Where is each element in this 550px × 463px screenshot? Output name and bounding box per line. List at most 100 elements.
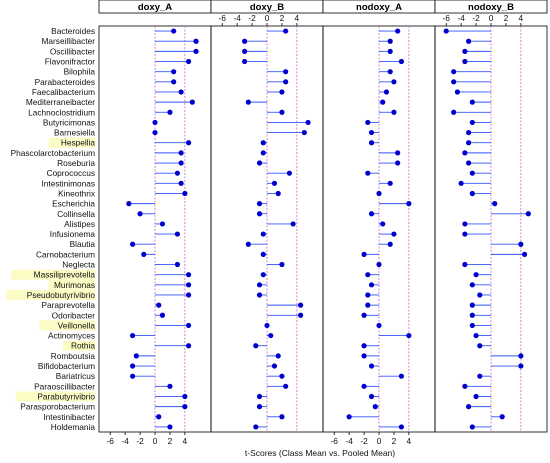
- data-point: [256, 211, 263, 217]
- tick-label: 4: [407, 436, 412, 446]
- data-point: [182, 190, 188, 197]
- category-label: Paraprevotella: [41, 300, 95, 310]
- data-point: [473, 393, 479, 400]
- data-point: [395, 28, 401, 34]
- data-point: [466, 404, 472, 410]
- data-point: [152, 129, 158, 136]
- data-point: [365, 302, 371, 308]
- tick-label: 4: [519, 13, 524, 23]
- highlight-layer: [6, 137, 96, 402]
- category-label: Mediterraneibacter: [26, 97, 95, 107]
- data-point: [275, 353, 281, 359]
- data-point: [469, 99, 475, 105]
- data-point: [256, 201, 263, 207]
- data-point: [159, 221, 166, 227]
- category-label: Phascolarctobacterium: [11, 148, 95, 158]
- tick-label: 0: [153, 436, 158, 446]
- category-labels: BacteroidesMarseillibacterOscillibacterF…: [11, 26, 96, 432]
- data-point: [186, 140, 192, 146]
- highlight-box: [62, 340, 95, 351]
- highlight-box: [48, 279, 95, 290]
- tick-label: 2: [168, 436, 173, 446]
- panels-layer: doxy_A doxy_B nodoxy_A nodoxy_B: [98, 0, 548, 433]
- data-point: [406, 201, 412, 207]
- data-point: [298, 302, 304, 308]
- data-point: [368, 140, 375, 146]
- tick-label: -2: [248, 13, 256, 23]
- tick-label: 0: [377, 436, 382, 446]
- data-point: [380, 221, 386, 227]
- data-point: [477, 373, 483, 379]
- data-point: [466, 160, 472, 166]
- panel-strip: [434, 0, 548, 14]
- data-point: [346, 414, 352, 420]
- category-label: Parabacteroides: [35, 77, 95, 87]
- data-point: [279, 414, 285, 420]
- category-label: Barnesiella: [54, 128, 95, 138]
- category-label: Hespellia: [61, 138, 96, 148]
- category-label: Neglecta: [62, 260, 95, 270]
- data-point: [454, 89, 460, 95]
- data-point: [387, 48, 393, 54]
- category-label: Murimonas: [54, 280, 95, 290]
- data-point: [242, 58, 248, 65]
- tick-label: 0: [489, 13, 494, 23]
- category-label: Butyricimonas: [43, 117, 95, 127]
- tick-label: 2: [504, 13, 509, 23]
- data-point: [193, 48, 199, 54]
- data-point: [518, 353, 524, 359]
- data-point: [260, 140, 266, 146]
- category-label: Escherichia: [52, 199, 95, 209]
- data-point: [365, 119, 371, 126]
- data-point: [182, 404, 188, 410]
- data-point: [268, 332, 274, 339]
- data-point: [283, 383, 289, 389]
- category-label: Bifidobacterium: [38, 361, 95, 371]
- data-point: [368, 393, 375, 400]
- tick-label: 2: [280, 13, 285, 23]
- data-point: [189, 99, 195, 105]
- data-point: [137, 211, 143, 217]
- panel-title: doxy_A: [138, 2, 172, 13]
- data-point: [361, 353, 367, 359]
- data-point: [387, 38, 393, 44]
- tick-label: -6: [107, 436, 115, 446]
- data-point: [171, 69, 177, 75]
- data-point: [387, 241, 393, 247]
- tick-label: -4: [457, 13, 465, 23]
- data-point: [492, 201, 498, 207]
- data-point: [301, 129, 307, 136]
- data-point: [256, 292, 263, 298]
- data-point: [256, 404, 263, 410]
- data-point: [264, 322, 270, 329]
- data-point: [451, 109, 457, 115]
- data-point: [361, 312, 367, 318]
- data-point: [469, 302, 475, 308]
- data-point: [406, 332, 412, 339]
- category-label: Marseillibacter: [42, 36, 96, 46]
- data-point: [522, 251, 528, 257]
- panel-title: doxy_B: [250, 2, 284, 13]
- data-point: [462, 221, 468, 227]
- data-point: [253, 343, 259, 349]
- panel-nodoxy_A: nodoxy_A: [322, 0, 436, 433]
- data-point: [473, 272, 479, 278]
- data-point: [186, 343, 192, 349]
- data-point: [398, 373, 404, 379]
- category-label: Carnobacterium: [36, 249, 95, 259]
- highlight-box: [6, 289, 95, 300]
- data-point: [279, 89, 285, 95]
- data-point: [141, 251, 147, 257]
- data-point: [305, 119, 311, 126]
- data-point: [283, 69, 289, 75]
- panel-doxy_A: doxy_A: [98, 0, 212, 433]
- category-label: Kineothrix: [58, 188, 96, 198]
- data-point: [253, 424, 259, 430]
- category-label: Veillonella: [58, 320, 96, 330]
- tick-label: -4: [121, 436, 129, 446]
- tick-label: 4: [183, 436, 188, 446]
- data-point: [279, 261, 285, 268]
- data-point: [398, 58, 404, 65]
- data-point: [462, 58, 468, 65]
